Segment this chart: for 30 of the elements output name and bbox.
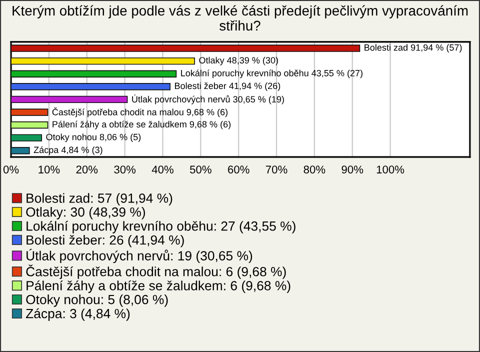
x-tick-label: 20% bbox=[76, 166, 98, 174]
x-tick-label: 0% bbox=[3, 166, 19, 174]
legend-label: Bolesti žeber: 26 (41,94 %) bbox=[26, 234, 184, 248]
data-label: Bolesti žeber 41,94 % (26) bbox=[175, 82, 280, 91]
x-tick-label: 90% bbox=[342, 166, 364, 174]
x-tick-label: 100% bbox=[376, 166, 404, 174]
legend-label: Častější potřeba chodit na malou: 6 (9,68 %) bbox=[26, 264, 286, 279]
x-tick-label: 60% bbox=[228, 166, 250, 174]
x-tick-label: 50% bbox=[190, 166, 212, 174]
legend-label: Útlak povrchových nervů: 19 (30,65 %) bbox=[26, 248, 252, 264]
x-tick-label: 70% bbox=[266, 166, 288, 174]
legend-label: Otlaky: 30 (48,39 %) bbox=[26, 207, 146, 220]
x-tick-label: 80% bbox=[304, 166, 326, 174]
data-label: Častější potřeba chodit na malou 9,68 % (6) bbox=[52, 107, 228, 118]
data-label: Otlaky 48,39 % (30) bbox=[199, 56, 278, 66]
chart-title: Kterým obtížím jde podle vás z velké části předejít pečlivým vypracováním střihu? bbox=[12, 5, 468, 31]
data-label: Bolesti zad 91,94 % (57) bbox=[364, 44, 462, 52]
x-tick-label: 40% bbox=[152, 166, 174, 174]
legend-label: Lokální poruchy krevního oběhu: 27 (43,55 %) bbox=[26, 220, 296, 234]
data-label: Zácpa 4,84 % (3) bbox=[34, 146, 102, 155]
data-label: Pálení žáhy a obtíže se žaludkem 9,68 % (6) bbox=[52, 120, 231, 130]
data-label: Útlak povrchových nervů 30,65 % (19) bbox=[132, 94, 284, 104]
x-tick-label: 30% bbox=[114, 166, 136, 174]
legend-label: Bolesti zad: 57 (91,94 %) bbox=[26, 193, 172, 206]
data-label: Otoky nohou 8,06 % (5) bbox=[46, 134, 141, 142]
legend-label: Zácpa: 3 (4,84 %) bbox=[26, 308, 130, 321]
legend-label: Pálení žáhy a obtíže se žaludkem: 6 (9,68 %) bbox=[26, 280, 290, 293]
x-tick-label: 10% bbox=[38, 166, 60, 174]
legend-label: Otoky nohou: 5 (8,06 %) bbox=[26, 294, 168, 307]
data-label: Lokální poruchy krevního oběhu 43,55 % (27) bbox=[181, 70, 362, 78]
